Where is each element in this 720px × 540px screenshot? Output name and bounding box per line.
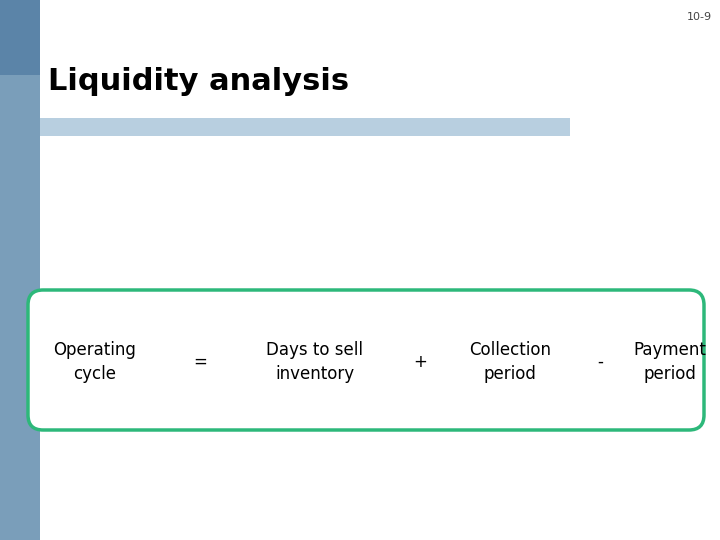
Text: Days to sell
inventory: Days to sell inventory	[266, 341, 364, 383]
Text: Operating
cycle: Operating cycle	[53, 341, 136, 383]
Text: Payment
period: Payment period	[634, 341, 706, 383]
Text: Liquidity analysis: Liquidity analysis	[48, 68, 349, 97]
Text: +: +	[413, 353, 427, 371]
Bar	[0, 0, 40, 540]
Bar	[0, 0, 270, 75]
Text: -: -	[597, 353, 603, 371]
Text: Collection
period: Collection period	[469, 341, 551, 383]
Bar	[40, 0, 720, 75]
Text: 10-9: 10-9	[687, 12, 712, 22]
Text: =: =	[193, 353, 207, 371]
Bar	[40, 118, 570, 136]
FancyBboxPatch shape	[28, 290, 704, 430]
